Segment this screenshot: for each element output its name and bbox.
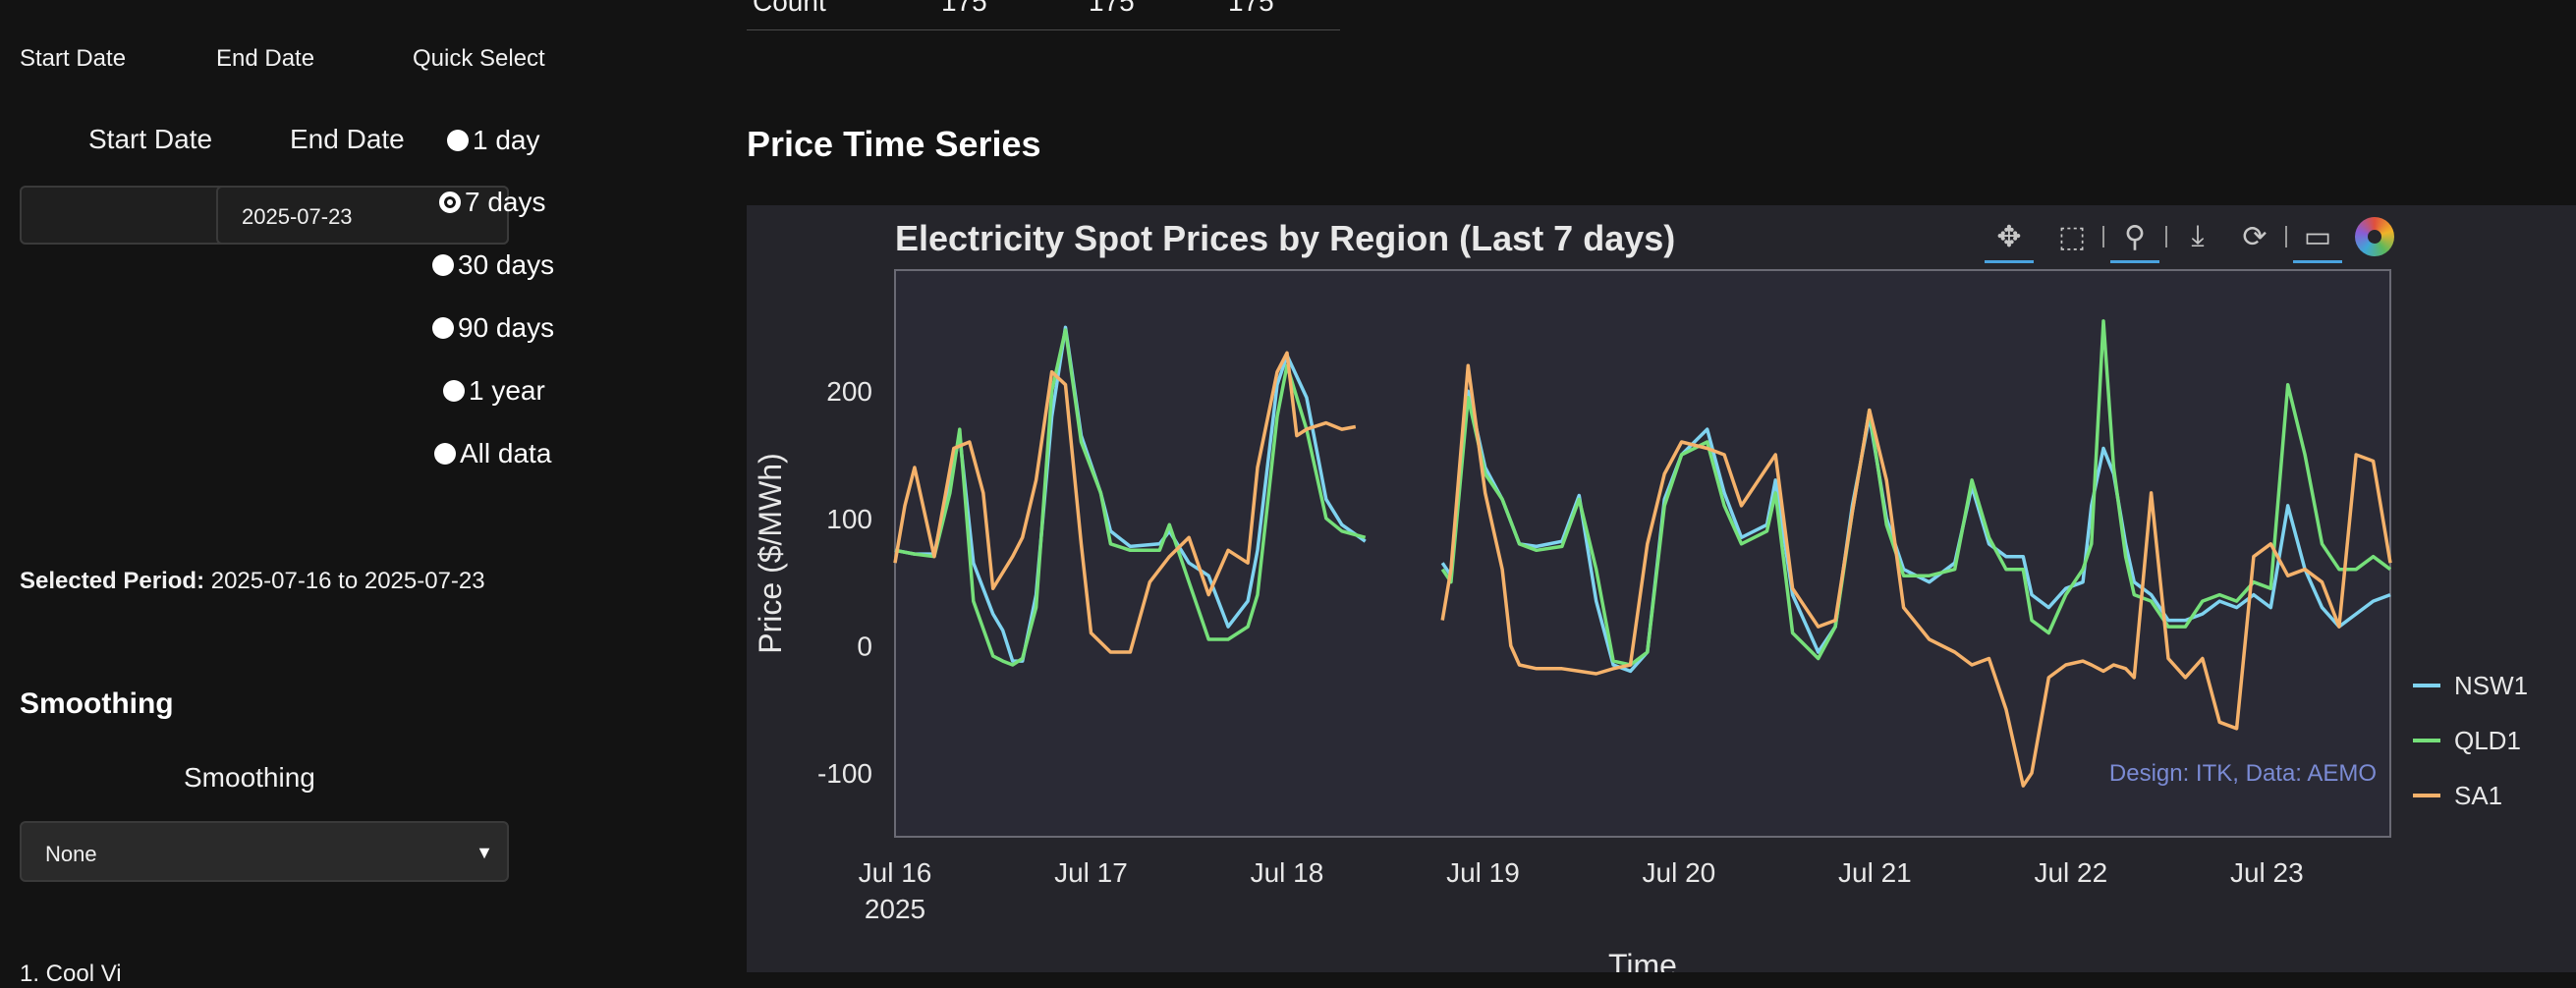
series-line-sa1 [1440, 363, 2392, 788]
stats-cell: 175 [1089, 0, 1135, 17]
wheel-zoom-icon[interactable]: ⚲ [2106, 210, 2163, 263]
x-tick-label: Jul 21 [1838, 857, 1912, 888]
date-header-end: End Date [216, 45, 315, 72]
toolbar-divider [2285, 226, 2287, 247]
radio-unchecked-icon [447, 130, 469, 151]
end-date-input[interactable]: 2025-07-23 [216, 186, 509, 245]
sidebar: Start Date End Date Quick Select Start D… [0, 0, 727, 987]
stats-cell: 175 [941, 0, 987, 17]
quick-select-7-days[interactable]: 7 days [439, 187, 546, 218]
radio-label: 1 day [473, 125, 540, 155]
y-tick-label: -100 [817, 758, 872, 789]
y-tick-label: 0 [857, 631, 872, 662]
x-tick-label: Jul 16 [859, 857, 932, 888]
smoothing-select[interactable]: None ▼ [20, 821, 509, 882]
x-tick-label: Jul 17 [1054, 857, 1128, 888]
stats-table-row: Count 175 175 175 [747, 0, 1340, 30]
chart-toolbar: ✥ ⬚ ⚲ ⤓ ⟳ ▭ [1981, 210, 2403, 263]
smoothing-select-value: None [45, 842, 97, 866]
x-tick-label: Jul 20 [1643, 857, 1716, 888]
series-line-qld1 [894, 328, 1367, 667]
series-line-qld1 [1440, 319, 2392, 667]
quick-select-30-days[interactable]: 30 days [432, 249, 554, 281]
radio-label: 7 days [465, 187, 546, 217]
toolbar-divider [2102, 226, 2104, 247]
x-tick-label: Jul 18 [1251, 857, 1324, 888]
y-tick-label: 200 [826, 376, 872, 407]
toolbar-divider [2165, 226, 2167, 247]
legend-label[interactable]: SA1 [2454, 781, 2502, 810]
box-zoom-icon[interactable]: ⬚ [2057, 220, 2087, 253]
radio-unchecked-icon [432, 254, 454, 276]
x-tick-sublabel: 2025 [865, 894, 925, 924]
caret-down-icon: ▼ [476, 843, 493, 862]
smoothing-heading: Smoothing [20, 687, 174, 720]
stats-row-label: Count [753, 0, 826, 17]
y-axis-label: Price ($/MWh) [753, 453, 788, 653]
quick-select-1-year[interactable]: 1 year [443, 375, 545, 407]
chart-annotation: Design: ITK, Data: AEMO [2109, 760, 2377, 787]
plot-area [894, 269, 2391, 838]
legend-label[interactable]: QLD1 [2454, 726, 2521, 755]
x-axis-label: Time [1608, 948, 1677, 972]
stats-cell: 175 [1228, 0, 1274, 17]
end-date-label: End Date [290, 124, 405, 154]
radio-unchecked-icon [432, 317, 454, 339]
radio-checked-icon [439, 192, 461, 213]
bokeh-logo-icon-shape [2355, 217, 2394, 256]
quick-select-90-days[interactable]: 90 days [432, 312, 554, 344]
pan-icon[interactable]: ✥ [1981, 210, 2038, 263]
radio-unchecked-icon [434, 443, 456, 465]
save-icon[interactable]: ⤓ [2191, 220, 2205, 252]
smoothing-label: Smoothing [184, 762, 315, 793]
legend-box [2397, 653, 2525, 820]
selected-period: Selected Period: 2025-07-16 to 2025-07-2… [20, 568, 485, 595]
quick-select-all-data[interactable]: All data [434, 438, 551, 469]
radio-label: 1 year [469, 375, 545, 406]
hover-icon[interactable]: ▭ [2289, 210, 2346, 263]
quick-select-1-day[interactable]: 1 day [447, 125, 540, 156]
series-line-sa1 [893, 351, 1357, 654]
x-tick-label: Jul 22 [2034, 857, 2107, 888]
bokeh-logo-icon[interactable] [2346, 210, 2403, 263]
reset-icon[interactable]: ⟳ [2242, 220, 2268, 253]
radio-label: All data [460, 438, 552, 468]
quick-select-header: Quick Select [413, 45, 545, 72]
section-title: Price Time Series [747, 124, 1041, 164]
chart-title: Electricity Spot Prices by Region (Last … [895, 218, 1675, 258]
radio-label: 90 days [458, 312, 555, 343]
y-tick-label: 100 [826, 504, 872, 534]
x-tick-label: Jul 23 [2230, 857, 2304, 888]
x-tick-label: Jul 19 [1446, 857, 1520, 888]
start-date-label: Start Date [88, 124, 213, 154]
radio-label: 30 days [458, 249, 555, 280]
selected-period-value: 2025-07-16 to 2025-07-23 [210, 568, 485, 594]
radio-unchecked-icon [443, 380, 465, 402]
selected-period-label: Selected Period: [20, 568, 205, 594]
legend-label[interactable]: NSW1 [2454, 671, 2528, 700]
date-header-start: Start Date [20, 45, 127, 72]
